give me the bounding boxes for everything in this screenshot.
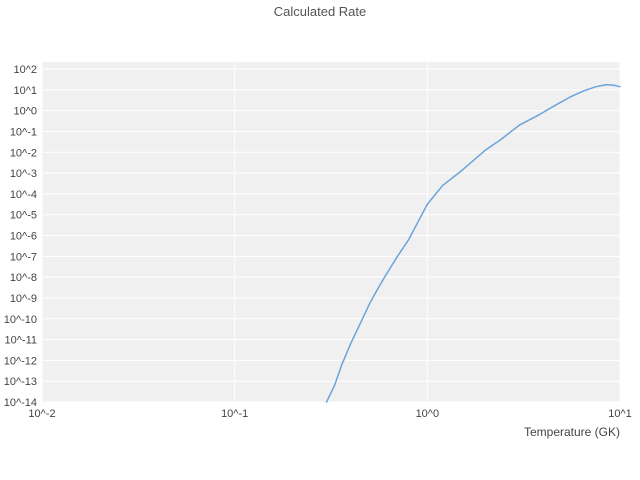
x-tick-label: 10^1 [608,408,632,420]
x-axis-label: Temperature (GK) [523,425,620,439]
y-tick-label: 10^-6 [10,231,37,243]
y-tick-label: 10^-5 [10,210,37,222]
y-tick-label: 10^-11 [5,335,37,347]
y-tick-label: 10^-10 [4,314,37,326]
x-tick-label: 10^-2 [28,408,55,420]
y-tick-label: 10^-3 [10,168,37,180]
plot-background [42,62,620,402]
y-tick-label: 10^-9 [10,293,37,305]
y-tick-label: 10^2 [13,64,37,76]
y-tick-label: 10^0 [13,106,37,118]
x-tick-label: 10^-1 [221,408,248,420]
y-tick-label: 10^-8 [10,272,37,284]
y-tick-label: 10^-7 [10,251,37,263]
chart-title: Calculated Rate [273,4,367,19]
y-tick-label: 10^-13 [4,376,37,388]
x-tick-label: 10^0 [416,408,440,420]
series-line-calculated-rate [325,83,621,403]
y-tick-label: 10^-14 [4,397,37,409]
y-tick-label: 10^-4 [10,189,37,201]
y-tick-label: 10^-2 [10,147,37,159]
y-tick-label: 10^-1 [10,126,37,138]
y-tick-label: 10^1 [13,85,37,97]
y-tick-label: 10^-12 [4,355,37,367]
